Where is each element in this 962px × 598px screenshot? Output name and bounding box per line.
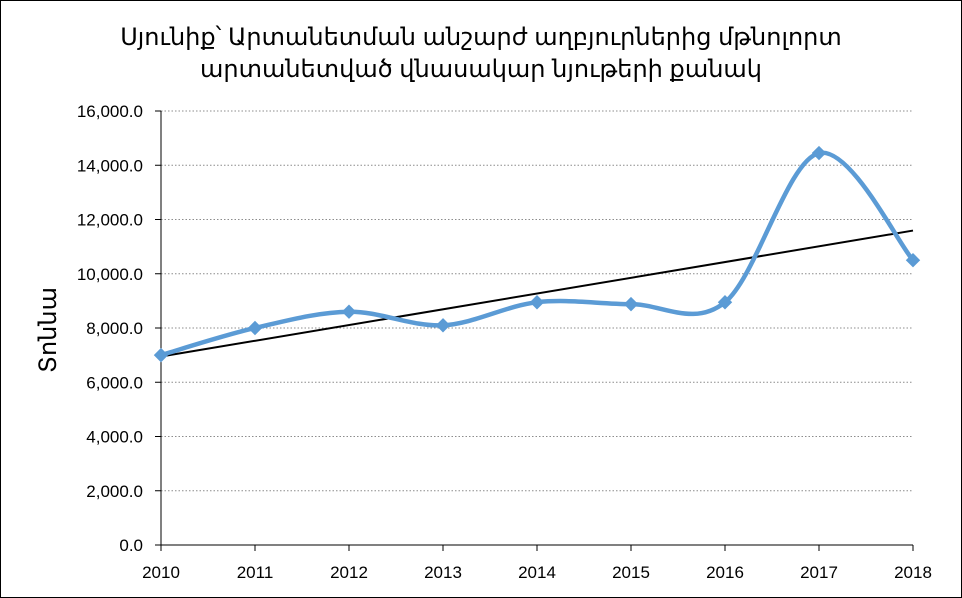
x-tick-label-1: 2011 bbox=[237, 563, 274, 582]
trendline-layer bbox=[160, 229, 914, 358]
y-tick-label-6: 12,000.0 bbox=[77, 211, 143, 230]
series-layer bbox=[153, 145, 921, 363]
y-tick-label-8: 16,000.0 bbox=[77, 102, 143, 121]
x-tick-label-4: 2014 bbox=[518, 563, 556, 582]
chart-title: Սյունիք՝ Արտանետման անշարժ աղբյուրներից … bbox=[0, 22, 962, 86]
data-point-2012 bbox=[341, 304, 357, 319]
x-tick-label-3: 2013 bbox=[424, 563, 462, 582]
gridlines bbox=[161, 110, 913, 492]
y-tick-label-2: 4,000.0 bbox=[86, 428, 143, 447]
axes bbox=[155, 110, 914, 551]
data-point-2010 bbox=[153, 347, 169, 363]
data-point-2015 bbox=[623, 296, 639, 312]
y-tick-label-0: 0.0 bbox=[119, 536, 143, 555]
y-tick-labels: 0.0 2,000.0 4,000.0 6,000.0 8,000.0 10,000.0 1… bbox=[77, 102, 143, 555]
x-tick-label-8: 2018 bbox=[894, 563, 932, 582]
data-point-2014 bbox=[529, 295, 545, 310]
series-line-0 bbox=[158, 150, 916, 358]
trendline bbox=[160, 229, 914, 358]
x-tick-label-6: 2016 bbox=[706, 563, 744, 582]
data-point-2011 bbox=[247, 320, 263, 336]
data-point-2013 bbox=[435, 318, 451, 333]
data-point-2018 bbox=[905, 252, 921, 268]
x-tick-label-7: 2017 bbox=[800, 563, 838, 582]
x-tick-labels: 2010 2011 2012 2013 2014 2015 2016 2017 2018 bbox=[142, 563, 932, 582]
data-point-2016 bbox=[717, 295, 733, 310]
chart-title-line-2: արտանետված վնասակար նյութերի քանակ bbox=[199, 56, 763, 83]
x-tick-label-5: 2015 bbox=[612, 563, 650, 582]
y-tick-label-1: 2,000.0 bbox=[86, 482, 143, 501]
y-tick-label-7: 14,000.0 bbox=[77, 156, 143, 175]
y-axis-title: Տոննա bbox=[35, 287, 62, 373]
y-tick-label-3: 6,000.0 bbox=[86, 373, 143, 392]
chart-title-line-1: Սյունիք՝ Արտանետման անշարժ աղբյուրներից … bbox=[120, 24, 842, 51]
data-point-2017 bbox=[811, 145, 827, 161]
x-tick-label-0: 2010 bbox=[142, 563, 180, 582]
y-tick-label-4: 8,000.0 bbox=[86, 319, 143, 338]
x-tick-label-2: 2012 bbox=[330, 563, 368, 582]
y-tick-label-5: 10,000.0 bbox=[77, 265, 143, 284]
